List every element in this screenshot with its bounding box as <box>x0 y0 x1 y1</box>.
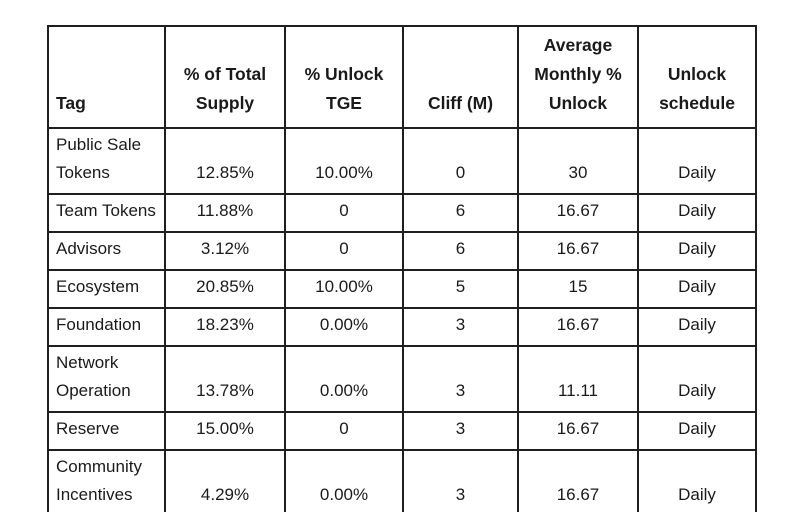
header-cell-total-supply: % of Total Supply <box>164 25 286 129</box>
cell-unlock-tge: 0 <box>284 411 404 451</box>
cell-tag: Team Tokens <box>47 193 166 233</box>
table-row-advisors: Advisors 3.12% 0 6 16.67 Daily <box>47 231 757 271</box>
cell-avg-monthly-unlock: 16.67 <box>517 307 639 347</box>
cell-tag: Network Operation <box>47 345 166 413</box>
cell-schedule: Daily <box>637 307 757 347</box>
cell-avg-monthly-unlock: 15 <box>517 269 639 309</box>
cell-total-supply-pct: 12.85% <box>164 127 286 195</box>
cell-total-supply-pct: 15.00% <box>164 411 286 451</box>
cell-cliff-m: 0 <box>402 127 519 195</box>
header-cell-tag: Tag <box>47 25 166 129</box>
cell-total-supply-pct: 11.88% <box>164 193 286 233</box>
cell-avg-monthly-unlock: 11.11 <box>517 345 639 413</box>
cell-cliff-m: 6 <box>402 193 519 233</box>
cell-unlock-tge: 0.00% <box>284 307 404 347</box>
table-row-public-sale-tokens: Public Sale Tokens 12.85% 10.00% 0 30 Da… <box>47 127 757 195</box>
cell-total-supply-pct: 20.85% <box>164 269 286 309</box>
cell-avg-monthly-unlock: 30 <box>517 127 639 195</box>
cell-avg-monthly-unlock: 16.67 <box>517 193 639 233</box>
cell-total-supply-pct: 18.23% <box>164 307 286 347</box>
cell-cliff-m: 3 <box>402 449 519 512</box>
table-row-community-incentives: Community Incentives 4.29% 0.00% 3 16.67… <box>47 449 757 512</box>
header-row: Tag % of Total Supply % Unlock TGE Cliff… <box>47 25 757 129</box>
table-row-reserve: Reserve 15.00% 0 3 16.67 Daily <box>47 411 757 451</box>
cell-avg-monthly-unlock: 16.67 <box>517 231 639 271</box>
cell-total-supply-pct: 3.12% <box>164 231 286 271</box>
table-row-ecosystem: Ecosystem 20.85% 10.00% 5 15 Daily <box>47 269 757 309</box>
cell-cliff-m: 5 <box>402 269 519 309</box>
cell-schedule: Daily <box>637 345 757 413</box>
cell-schedule: Daily <box>637 127 757 195</box>
cell-schedule: Daily <box>637 411 757 451</box>
cell-cliff-m: 6 <box>402 231 519 271</box>
table-row-network-operation: Network Operation 13.78% 0.00% 3 11.11 D… <box>47 345 757 413</box>
cell-total-supply-pct: 4.29% <box>164 449 286 512</box>
table-row-foundation: Foundation 18.23% 0.00% 3 16.67 Daily <box>47 307 757 347</box>
cell-tag: Foundation <box>47 307 166 347</box>
cell-cliff-m: 3 <box>402 345 519 413</box>
cell-avg-monthly-unlock: 16.67 <box>517 449 639 512</box>
token-unlock-table: Tag % of Total Supply % Unlock TGE Cliff… <box>47 25 757 512</box>
header-cell-avg-monthly-unlock: Average Monthly % Unlock <box>517 25 639 129</box>
header-cell-cliff: Cliff (M) <box>402 25 519 129</box>
cell-unlock-tge: 0 <box>284 193 404 233</box>
cell-unlock-tge: 10.00% <box>284 127 404 195</box>
cell-schedule: Daily <box>637 231 757 271</box>
cell-schedule: Daily <box>637 269 757 309</box>
cell-schedule: Daily <box>637 449 757 512</box>
cell-cliff-m: 3 <box>402 307 519 347</box>
cell-tag: Ecosystem <box>47 269 166 309</box>
cell-cliff-m: 3 <box>402 411 519 451</box>
cell-unlock-tge: 0.00% <box>284 449 404 512</box>
cell-tag: Public Sale Tokens <box>47 127 166 195</box>
cell-schedule: Daily <box>637 193 757 233</box>
cell-unlock-tge: 0.00% <box>284 345 404 413</box>
cell-tag: Community Incentives <box>47 449 166 512</box>
header-cell-unlock-schedule: Unlock schedule <box>637 25 757 129</box>
cell-tag: Reserve <box>47 411 166 451</box>
cell-total-supply-pct: 13.78% <box>164 345 286 413</box>
cell-unlock-tge: 10.00% <box>284 269 404 309</box>
cell-tag: Advisors <box>47 231 166 271</box>
header-cell-unlock-tge: % Unlock TGE <box>284 25 404 129</box>
cell-avg-monthly-unlock: 16.67 <box>517 411 639 451</box>
table-row-team-tokens: Team Tokens 11.88% 0 6 16.67 Daily <box>47 193 757 233</box>
cell-unlock-tge: 0 <box>284 231 404 271</box>
